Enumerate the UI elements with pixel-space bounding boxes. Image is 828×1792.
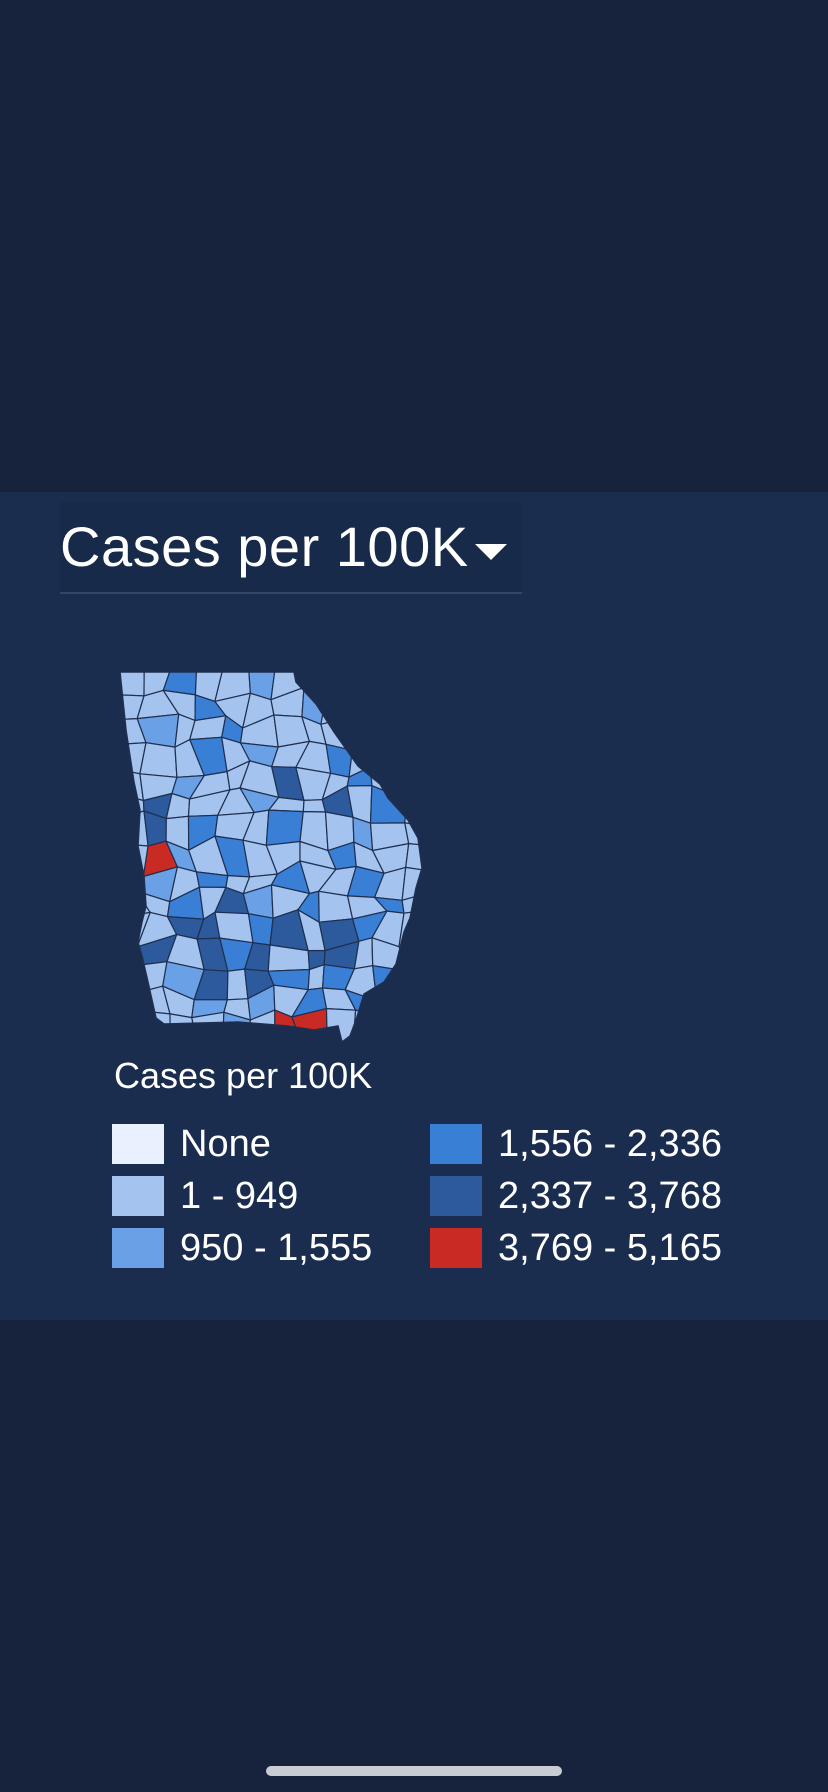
state-outline: [119, 671, 423, 1042]
county-shape[interactable]: [432, 1017, 458, 1042]
county-shape[interactable]: [434, 868, 458, 893]
county-shape[interactable]: [403, 1019, 441, 1042]
county-shape[interactable]: [410, 967, 432, 996]
legend-swatch: [430, 1176, 482, 1216]
legend: None 1 - 949 950 - 1,555 1,556 - 2,336 2…: [112, 1124, 752, 1284]
county-shape[interactable]: [371, 686, 402, 728]
county-shape[interactable]: [439, 844, 458, 873]
county-shape[interactable]: [430, 891, 458, 918]
county-shape[interactable]: [118, 867, 145, 894]
county-shape[interactable]: [397, 945, 434, 973]
county-shape[interactable]: [403, 983, 441, 1025]
legend-item-3769-5165: 3,769 - 5,165: [430, 1228, 722, 1268]
county-shape[interactable]: [432, 943, 458, 968]
county-shape[interactable]: [300, 670, 328, 691]
county-shape[interactable]: [433, 985, 458, 1024]
county-shape[interactable]: [350, 716, 380, 752]
county-shape[interactable]: [350, 688, 382, 728]
county-shape[interactable]: [400, 714, 436, 741]
legend-swatch: [430, 1124, 482, 1164]
county-shape[interactable]: [191, 1011, 225, 1042]
county-shape[interactable]: [369, 784, 408, 824]
legend-item-950-1555: 950 - 1,555: [112, 1228, 372, 1268]
legend-label: 950 - 1,555: [180, 1227, 373, 1269]
county-shape[interactable]: [424, 738, 458, 778]
legend-title: Cases per 100K: [114, 1055, 373, 1096]
legend-item-2337-3768: 2,337 - 3,768: [430, 1176, 722, 1216]
legend-item-1-949: 1 - 949: [112, 1176, 298, 1216]
legend-swatch: [112, 1124, 164, 1164]
county-shape[interactable]: [118, 810, 149, 847]
county-shape[interactable]: [326, 670, 358, 691]
legend-label: 1,556 - 2,336: [498, 1123, 722, 1165]
legend-swatch: [112, 1176, 164, 1216]
legend-item-1556-2336: 1,556 - 2,336: [430, 1124, 722, 1164]
county-shape[interactable]: [371, 1013, 407, 1042]
county-shape[interactable]: [429, 788, 458, 827]
county-shape[interactable]: [432, 670, 458, 703]
county-shape[interactable]: [265, 809, 304, 846]
county-shape[interactable]: [370, 725, 403, 744]
county-map[interactable]: [118, 670, 458, 1042]
county-shape[interactable]: [118, 964, 147, 994]
county-shapes: [118, 670, 458, 1042]
legend-label: 3,769 - 5,165: [498, 1227, 722, 1269]
legend-label: 1 - 949: [180, 1175, 299, 1217]
county-shape[interactable]: [369, 739, 409, 769]
county-shape[interactable]: [400, 737, 436, 779]
county-shape[interactable]: [429, 819, 458, 847]
legend-label: None: [180, 1123, 271, 1165]
county-shape[interactable]: [118, 942, 141, 969]
county-shape[interactable]: [424, 769, 458, 794]
county-shape[interactable]: [352, 670, 382, 696]
county-shape[interactable]: [325, 743, 353, 778]
county-shape[interactable]: [247, 912, 274, 946]
county-shape[interactable]: [405, 842, 440, 873]
county-shape[interactable]: [432, 968, 458, 993]
county-shape[interactable]: [399, 670, 440, 704]
county-shape[interactable]: [118, 1010, 145, 1042]
home-indicator[interactable]: [266, 1766, 562, 1776]
metric-dropdown[interactable]: Cases per 100K: [60, 502, 522, 594]
legend-swatch: [112, 1228, 164, 1268]
caret-down-icon[interactable]: [474, 544, 507, 560]
county-shape[interactable]: [405, 767, 438, 801]
county-shape[interactable]: [431, 695, 458, 720]
county-shape[interactable]: [118, 989, 147, 1018]
county-shape[interactable]: [371, 993, 413, 1021]
map-panel: Cases per 100K Cases per 100K None 1 - 9…: [0, 492, 828, 1320]
legend-label: 2,337 - 3,768: [498, 1175, 722, 1217]
county-shape[interactable]: [399, 686, 440, 728]
county-shape[interactable]: [139, 742, 178, 778]
county-shape[interactable]: [378, 670, 407, 696]
county-shape[interactable]: [430, 910, 458, 951]
metric-dropdown-label: Cases per 100K: [60, 515, 469, 578]
county-shape[interactable]: [404, 786, 438, 827]
county-shape[interactable]: [431, 715, 458, 744]
legend-swatch: [430, 1228, 482, 1268]
legend-item-none: None: [112, 1124, 271, 1164]
county-shape[interactable]: [142, 1010, 171, 1042]
